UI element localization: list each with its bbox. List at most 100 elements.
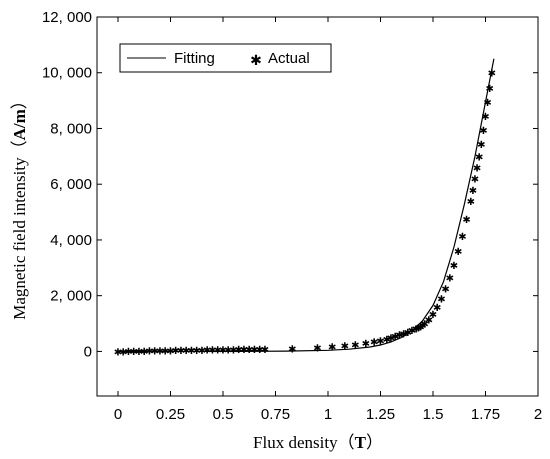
x-axis-ticks: 0 0.25 0.5 0.75 1 1.25 1.5 1.75 2 <box>114 17 542 423</box>
y-axis-label-open-paren: （ <box>10 140 29 157</box>
data-point-actual: ✱ <box>376 336 384 347</box>
data-point-actual: ✱ <box>488 69 496 80</box>
data-point-actual: ✱ <box>486 84 494 95</box>
data-point-actual: ✱ <box>219 345 227 356</box>
data-point-actual: ✱ <box>362 339 370 350</box>
data-point-actual: ✱ <box>130 347 138 358</box>
data-point-actual: ✱ <box>473 163 481 174</box>
x-axis-label-main: Flux density <box>253 433 338 452</box>
x-tick-label: 0.25 <box>156 406 185 423</box>
data-point-actual: ✱ <box>414 323 422 334</box>
data-point-actual: ✱ <box>387 333 395 344</box>
x-tick-label: 1 <box>324 406 332 423</box>
data-point-actual: ✱ <box>151 347 159 358</box>
data-point-actual: ✱ <box>288 344 296 355</box>
data-point-actual: ✱ <box>135 347 143 358</box>
y-axis-ticks: 0 2, 000 4, 000 6, 000 8, 000 10, 000 12, 000 <box>42 9 538 360</box>
data-point-actual: ✱ <box>214 346 222 357</box>
x-axis-label: Flux density（T） <box>253 433 383 452</box>
data-point-actual: ✱ <box>161 346 169 357</box>
data-point-actual: ✱ <box>471 175 479 186</box>
data-point-actual: ✱ <box>177 346 185 357</box>
y-axis-label-close-paren: ） <box>10 92 29 109</box>
data-point-actual: ✱ <box>166 346 174 357</box>
data-point-actual: ✱ <box>429 310 437 321</box>
x-tick-label: 1.25 <box>366 406 395 423</box>
y-axis-label: Magnetic field intensity（A/m） <box>10 92 29 320</box>
data-point-actual: ✱ <box>433 303 441 314</box>
data-point-actual: ✱ <box>441 285 449 296</box>
data-point-actual: ✱ <box>395 331 403 342</box>
data-point-actual: ✱ <box>119 347 127 358</box>
data-point-actual: ✱ <box>203 346 211 357</box>
data-point-actual: ✱ <box>383 335 391 346</box>
x-tick-label: 0 <box>114 406 122 423</box>
x-tick-label: 2 <box>534 406 542 423</box>
legend-actual-label: Actual <box>268 50 310 67</box>
data-point-actual: ✱ <box>224 345 232 356</box>
data-point-actual: ✱ <box>479 126 487 137</box>
y-tick-label: 0 <box>84 343 92 360</box>
data-point-actual: ✱ <box>193 346 201 357</box>
data-point-actual: ✱ <box>483 98 491 109</box>
data-point-actual: ✱ <box>145 347 153 358</box>
series-layer: ✱✱✱✱✱✱✱✱✱✱✱✱✱✱✱✱✱✱✱✱✱✱✱✱✱✱✱✱✱ ✱ ✱ ✱ ✱ ✱ ✱ ✱✱✱✱✱… <box>114 58 496 358</box>
data-point-actual: ✱ <box>187 346 195 357</box>
data-point-actual: ✱ <box>114 347 122 358</box>
data-point-actual: ✱ <box>462 215 470 226</box>
data-point-actual: ✱ <box>198 346 206 357</box>
y-tick-label: 10, 000 <box>42 65 92 82</box>
data-point-actual: ✱ <box>229 345 237 356</box>
plot-area <box>96 16 539 397</box>
x-tick-label: 0.5 <box>213 406 234 423</box>
data-point-actual: ✱ <box>399 329 407 340</box>
data-point-actual: ✱ <box>420 320 428 331</box>
data-point-actual: ✱ <box>446 274 454 285</box>
data-point-actual: ✱ <box>245 345 253 356</box>
data-point-actual: ✱ <box>208 346 216 357</box>
data-point-actual: ✱ <box>235 345 243 356</box>
y-axis-label-unit: A/m <box>10 109 29 140</box>
series-line-fitting <box>118 58 495 352</box>
y-tick-label: 12, 000 <box>42 9 92 26</box>
y-tick-label: 4, 000 <box>50 232 92 249</box>
data-point-actual: ✱ <box>313 344 321 355</box>
data-point-actual: ✱ <box>408 326 416 337</box>
data-point-actual: ✱ <box>370 338 378 349</box>
data-point-actual: ✱ <box>454 247 462 258</box>
x-tick-label: 1.5 <box>423 406 444 423</box>
data-point-actual: ✱ <box>250 345 258 356</box>
data-point-actual: ✱ <box>418 321 426 332</box>
x-tick-label: 1.75 <box>471 406 500 423</box>
data-point-actual: ✱ <box>458 232 466 243</box>
data-point-actual: ✱ <box>450 261 458 272</box>
x-tick-label: 0.75 <box>261 406 290 423</box>
data-point-actual: ✱ <box>412 325 420 336</box>
data-point-actual: ✱ <box>469 186 477 197</box>
data-point-actual: ✱ <box>475 152 483 163</box>
data-point-actual: ✱ <box>341 342 349 353</box>
y-tick-label: 2, 000 <box>50 288 92 305</box>
data-point-actual: ✱ <box>425 315 433 326</box>
data-point-actual: ✱ <box>467 197 475 208</box>
x-axis-label-unit: T <box>355 433 367 452</box>
data-point-actual: ✱ <box>156 346 164 357</box>
data-point-actual: ✱ <box>416 322 424 333</box>
legend-fitting-label: Fitting <box>174 50 215 67</box>
y-tick-label: 8, 000 <box>50 120 92 137</box>
data-point-actual: ✱ <box>124 347 132 358</box>
data-point-actual: ✱ <box>240 345 248 356</box>
y-tick-label: 6, 000 <box>50 176 92 193</box>
data-point-actual: ✱ <box>481 112 489 123</box>
y-axis-label-main: Magnetic field intensity <box>10 157 29 320</box>
data-point-actual: ✱ <box>261 345 269 356</box>
legend: Fitting ✱ Actual <box>119 43 332 73</box>
x-axis-label-close-paren: ） <box>366 433 383 452</box>
data-point-actual: ✱ <box>437 294 445 305</box>
data-point-actual: ✱ <box>351 340 359 351</box>
data-point-actual: ✱ <box>256 345 264 356</box>
data-point-actual: ✱ <box>391 332 399 343</box>
data-point-actual: ✱ <box>477 140 485 151</box>
data-point-actual: ✱ <box>172 346 180 357</box>
